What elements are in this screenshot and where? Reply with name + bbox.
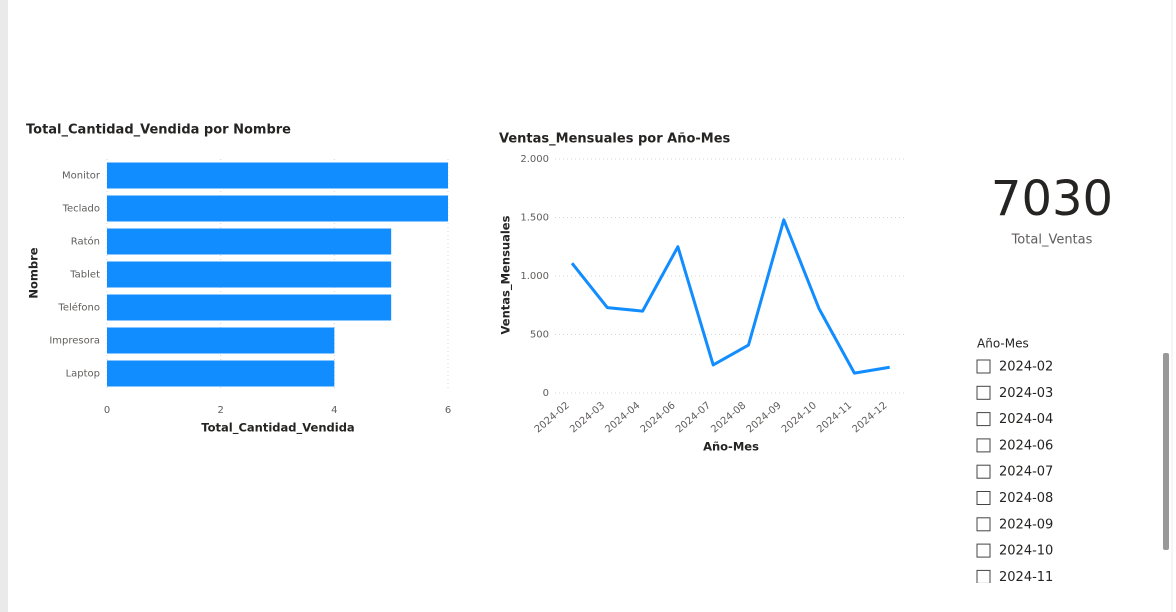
checkbox[interactable]: [976, 517, 991, 532]
bar: [107, 162, 448, 189]
bar: [107, 294, 392, 321]
line-series: [570, 218, 890, 375]
checkbox[interactable]: [976, 438, 991, 453]
checkbox[interactable]: [976, 359, 991, 374]
x-axis-title: Total_Cantidad_Vendida: [201, 421, 354, 436]
checkbox[interactable]: [976, 491, 991, 505]
card-value: 7030: [991, 171, 1113, 227]
x-tick-label: 6: [445, 405, 451, 416]
y-tick-label: 2.000: [520, 154, 549, 165]
y-axis-title: Ventas_Mensuales: [499, 215, 514, 334]
slicer-item[interactable]: 2024-09: [999, 517, 1053, 532]
slicer-item[interactable]: 2024-08: [999, 491, 1053, 506]
bar: [107, 327, 335, 354]
bar: [107, 228, 392, 255]
checkbox[interactable]: [976, 464, 991, 479]
checkbox[interactable]: [976, 569, 991, 583]
y-tick-label: Impresora: [49, 336, 100, 347]
y-axis-title: Nombre: [27, 247, 41, 298]
x-tick-label: 2024-09: [745, 400, 784, 435]
checkbox[interactable]: [976, 543, 991, 558]
x-tick-label: 2024-06: [639, 400, 678, 435]
y-tick-label: 1.500: [520, 213, 549, 224]
x-tick-label: 2024-07: [674, 400, 713, 435]
slicer-item[interactable]: 2024-06: [999, 438, 1053, 453]
y-tick-label: Ratón: [71, 236, 100, 248]
x-tick-label: 0: [104, 405, 110, 416]
slicer-item[interactable]: 2024-03: [999, 386, 1053, 401]
x-tick-label: 2024-02: [533, 400, 572, 435]
chart-title: Total_Cantidad_Vendida por Nombre: [26, 123, 291, 138]
checkbox[interactable]: [976, 385, 991, 400]
x-tick-label: 2024-11: [815, 400, 854, 435]
x-tick-label: 2024-03: [568, 400, 607, 435]
x-tick-label: 4: [331, 405, 337, 416]
x-tick-label: 2: [217, 405, 223, 416]
y-tick-label: Laptop: [66, 369, 100, 380]
bar: [107, 360, 335, 387]
page-border: [0, 0, 8, 612]
x-tick-label: 2024-08: [709, 400, 748, 435]
card-label: Total_Ventas: [1011, 233, 1093, 248]
bar: [107, 261, 392, 288]
y-tick-label: 500: [530, 330, 549, 341]
scrollbar[interactable]: [1163, 353, 1169, 550]
x-axis-title: Año-Mes: [703, 440, 759, 454]
slicer-item[interactable]: 2024-07: [999, 465, 1053, 480]
slicer-title: Año-Mes: [977, 337, 1029, 351]
x-tick-label: 2024-04: [603, 400, 642, 435]
slicer-item[interactable]: 2024-11: [999, 570, 1053, 585]
y-tick-label: Teléfono: [57, 302, 100, 314]
x-tick-label: 2024-12: [850, 400, 889, 435]
y-tick-label: Tablet: [69, 270, 100, 281]
y-tick-label: Monitor: [62, 171, 101, 182]
y-tick-label: 1.000: [520, 271, 549, 282]
y-tick-label: 0: [543, 388, 549, 399]
slicer-item[interactable]: 2024-02: [999, 360, 1053, 375]
slicer-item[interactable]: 2024-10: [999, 544, 1053, 559]
slicer-list: 2024-02 2024-03 2024-04 2024-06 2024-07 2024-…: [976, 359, 1053, 585]
slicer-item[interactable]: 2024-04: [999, 412, 1053, 427]
x-tick-label: 2024-10: [780, 400, 819, 435]
y-tick-label: Teclado: [62, 204, 100, 215]
chart-title: Ventas_Mensuales por Año-Mes: [499, 132, 731, 147]
bar: [107, 195, 448, 222]
checkbox[interactable]: [976, 412, 991, 427]
